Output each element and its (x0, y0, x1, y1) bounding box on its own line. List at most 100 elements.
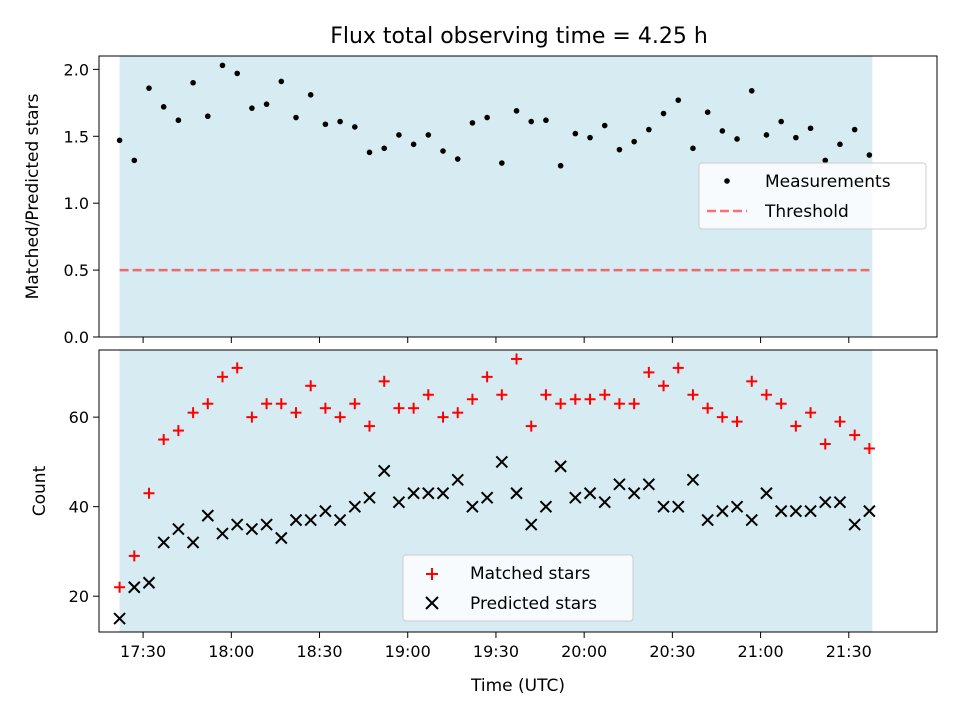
ratio-axes-frame (98, 55, 938, 338)
measurement-point (425, 132, 432, 138)
measurement-point (616, 146, 623, 153)
x-tick-label: 21:30 (826, 642, 872, 661)
matched-star-point (349, 398, 361, 410)
legend-matched-marker (426, 568, 438, 580)
matched-star-point (143, 487, 155, 499)
measurement-point (748, 87, 755, 94)
matched-star-point (202, 398, 214, 410)
matched-star-point (187, 407, 199, 419)
matched-star-point (760, 389, 772, 401)
measurement-point (160, 104, 167, 110)
matched-star-point (702, 402, 714, 414)
predicted-star-point (436, 487, 450, 500)
measurement-point (190, 79, 196, 86)
measurement-point (293, 114, 299, 121)
figure-title: Flux total observing time = 4.25 h (330, 24, 708, 49)
measurement-point (249, 105, 255, 111)
matched-star-point (128, 550, 140, 562)
matched-star-point (319, 402, 331, 414)
matched-star-point (819, 438, 831, 450)
measurement-point (234, 70, 240, 77)
matched-star-point (775, 398, 787, 410)
matched-star-point (114, 581, 126, 593)
matched-star-point (334, 411, 346, 423)
measurement-point (219, 62, 226, 69)
measurement-point (807, 125, 814, 132)
predicted-star-point (642, 478, 656, 491)
matched-star-point (437, 411, 449, 423)
predicted-star-point (760, 487, 773, 500)
predicted-star-point (583, 487, 597, 500)
measurement-point (660, 110, 667, 117)
predicted-star-point (275, 531, 288, 545)
matched-star-point (158, 434, 170, 446)
measurement-point (454, 156, 461, 162)
matched-star-point (628, 398, 640, 410)
measurement-point (352, 124, 358, 130)
measurement-point (675, 97, 682, 103)
count-axes-frame (98, 349, 938, 633)
predicted-star-point (245, 522, 259, 536)
measurement-point (528, 118, 535, 125)
measurement-point (440, 148, 446, 154)
y-tick-label: 20 (69, 587, 89, 606)
predicted-star-point (392, 495, 406, 509)
ratio-y-axis-label: Matched/Predicted stars (23, 93, 43, 299)
matched-star-point (672, 362, 684, 374)
matched-star-point (422, 389, 434, 401)
measurement-point (690, 145, 696, 152)
predicted-star-point (510, 487, 523, 500)
measurement-point (278, 78, 285, 85)
predicted-star-point (289, 513, 303, 527)
predicted-star-point (216, 527, 229, 540)
measurement-point (704, 109, 711, 115)
matched-star-point (540, 389, 552, 401)
legend-measurements-label: Measurements (765, 172, 891, 192)
measurement-point (484, 114, 490, 121)
predicted-star-point (407, 487, 420, 500)
matched-star-point (511, 353, 523, 365)
x-tick-label: 17:30 (120, 642, 166, 661)
matched-star-point (834, 416, 846, 428)
measurement-point (631, 138, 637, 145)
matched-star-point (746, 375, 758, 387)
matched-star-point (231, 362, 243, 374)
measurement-point (513, 108, 520, 114)
y-tick-label: 0.0 (64, 328, 89, 347)
x-tick-label: 19:30 (473, 642, 519, 661)
predicted-star-point (863, 504, 876, 518)
matched-star-point (246, 411, 258, 423)
ratio-legend-box (698, 162, 927, 230)
matched-star-point (261, 398, 273, 410)
predicted-star-point (701, 513, 714, 527)
predicted-star-point (201, 509, 215, 522)
predicted-star-point (348, 500, 362, 513)
matched-star-point (305, 380, 317, 392)
measurement-point (763, 132, 770, 138)
measurement-point (719, 128, 726, 134)
predicted-star-point (789, 504, 803, 518)
legend-predicted-marker (425, 596, 439, 610)
matched-star-point (408, 402, 420, 414)
matched-star-point (364, 420, 376, 432)
predicted-star-point (230, 518, 244, 531)
x-axis-label: Time (UTC) (470, 676, 565, 696)
matched-star-point (496, 389, 508, 401)
matched-star-point (658, 380, 670, 392)
y-tick-label: 40 (69, 498, 89, 517)
predicted-star-point (613, 478, 626, 491)
matched-star-point (863, 442, 875, 454)
measurement-point (778, 118, 784, 125)
count-legend: Matched stars Predicted stars (402, 554, 634, 622)
predicted-star-point (319, 504, 332, 518)
predicted-star-point (657, 500, 670, 513)
measurement-point (307, 92, 314, 98)
matched-star-point (378, 375, 390, 387)
predicted-star-point (569, 491, 582, 504)
matched-star-point (716, 411, 728, 423)
predicted-star-point (495, 455, 509, 469)
measurement-point (793, 134, 799, 141)
measurement-point (322, 121, 329, 128)
measurement-point (866, 152, 873, 158)
